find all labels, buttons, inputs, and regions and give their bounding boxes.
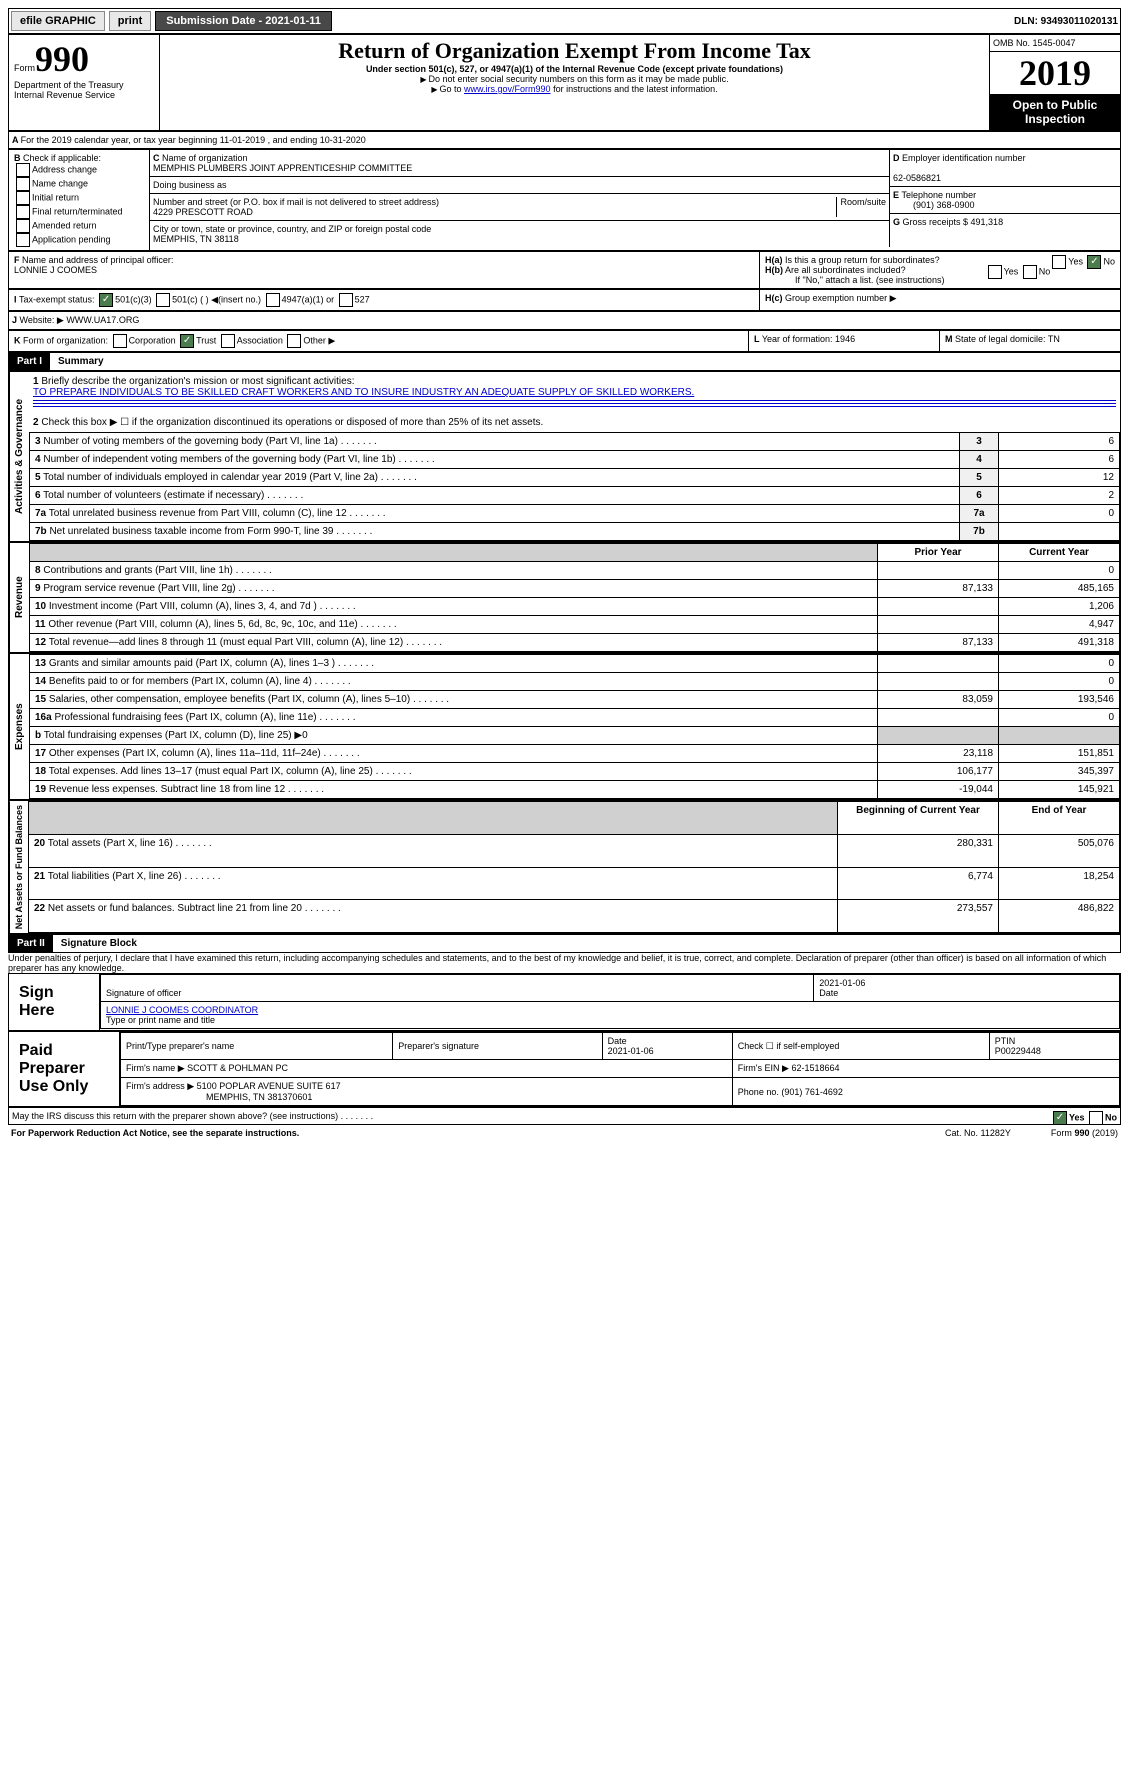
city: MEMPHIS, TN 38118 [153, 234, 239, 244]
phone: (901) 368-0900 [913, 200, 975, 210]
netassets-table: Beginning of Current YearEnd of Year20 T… [28, 801, 1120, 933]
org-name: MEMPHIS PLUMBERS JOINT APPRENTICESHIP CO… [153, 163, 412, 173]
signer-name: LONNIE J COOMES COORDINATOR [106, 1005, 258, 1015]
firm-name: SCOTT & POHLMAN PC [187, 1063, 288, 1073]
part1-header: Part I [9, 353, 50, 370]
form-number: 990 [35, 39, 89, 79]
note1: Do not enter social security numbers on … [165, 74, 984, 84]
governance-label: Activities & Governance [9, 372, 29, 541]
omb: OMB No. 1545-0047 [990, 35, 1120, 52]
paperwork-notice: For Paperwork Reduction Act Notice, see … [11, 1128, 299, 1138]
form-title: Return of Organization Exempt From Incom… [165, 38, 984, 64]
ein: 62-0586821 [893, 173, 941, 183]
part2-header: Part II [9, 935, 53, 952]
officer: LONNIE J COOMES [14, 265, 97, 275]
print-button[interactable]: print [109, 11, 151, 31]
revenue-table: Prior YearCurrent Year8 Contributions an… [29, 543, 1120, 652]
ptin: P00229448 [995, 1046, 1041, 1056]
subtitle: Under section 501(c), 527, or 4947(a)(1)… [165, 64, 984, 74]
trust-check [180, 334, 194, 348]
year-formation: Year of formation: 1946 [762, 334, 855, 344]
dln: DLN: 93493011020131 [1014, 16, 1118, 27]
address: 4229 PRESCOTT ROAD [153, 207, 253, 217]
governance-table: 3 Number of voting members of the govern… [29, 432, 1120, 541]
top-bar: efile GRAPHIC print Submission Date - 20… [8, 8, 1121, 34]
cat-no: Cat. No. 11282Y [945, 1128, 1011, 1138]
prep-date: 2021-01-06 [608, 1046, 654, 1056]
mission-text: TO PREPARE INDIVIDUALS TO BE SKILLED CRA… [33, 387, 694, 398]
efile-badge: efile GRAPHIC [11, 11, 105, 31]
ha-no-check [1087, 255, 1101, 269]
website: WWW.UA17.ORG [66, 315, 139, 325]
discuss-yes [1053, 1111, 1067, 1125]
expenses-label: Expenses [9, 654, 29, 799]
501c3-check [99, 293, 113, 307]
perjury-text: Under penalties of perjury, I declare th… [8, 953, 1121, 973]
tax-year: For the 2019 calendar year, or tax year … [21, 135, 366, 145]
form-label: Form [14, 63, 35, 73]
netassets-label: Net Assets or Fund Balances [9, 801, 28, 933]
revenue-label: Revenue [9, 543, 29, 652]
irs-link[interactable]: www.irs.gov/Form990 [464, 84, 551, 94]
state-domicile: State of legal domicile: TN [955, 334, 1060, 344]
year: 2019 [990, 52, 1120, 94]
sign-here-label: Sign Here [9, 974, 100, 1030]
submission-date: Submission Date - 2021-01-11 [155, 11, 332, 31]
irs: Internal Revenue Service [14, 90, 154, 100]
firm-addr: 5100 POPLAR AVENUE SUITE 617 [197, 1081, 341, 1091]
firm-ein: 62-1518664 [791, 1063, 839, 1073]
dept: Department of the Treasury [14, 80, 154, 90]
expenses-table: 13 Grants and similar amounts paid (Part… [29, 654, 1120, 799]
firm-phone: (901) 761-4692 [781, 1087, 843, 1097]
gross-receipts: Gross receipts $ 491,318 [903, 217, 1004, 227]
preparer-label: Paid Preparer Use Only [9, 1032, 120, 1106]
sign-date: 2021-01-06 [819, 978, 865, 988]
